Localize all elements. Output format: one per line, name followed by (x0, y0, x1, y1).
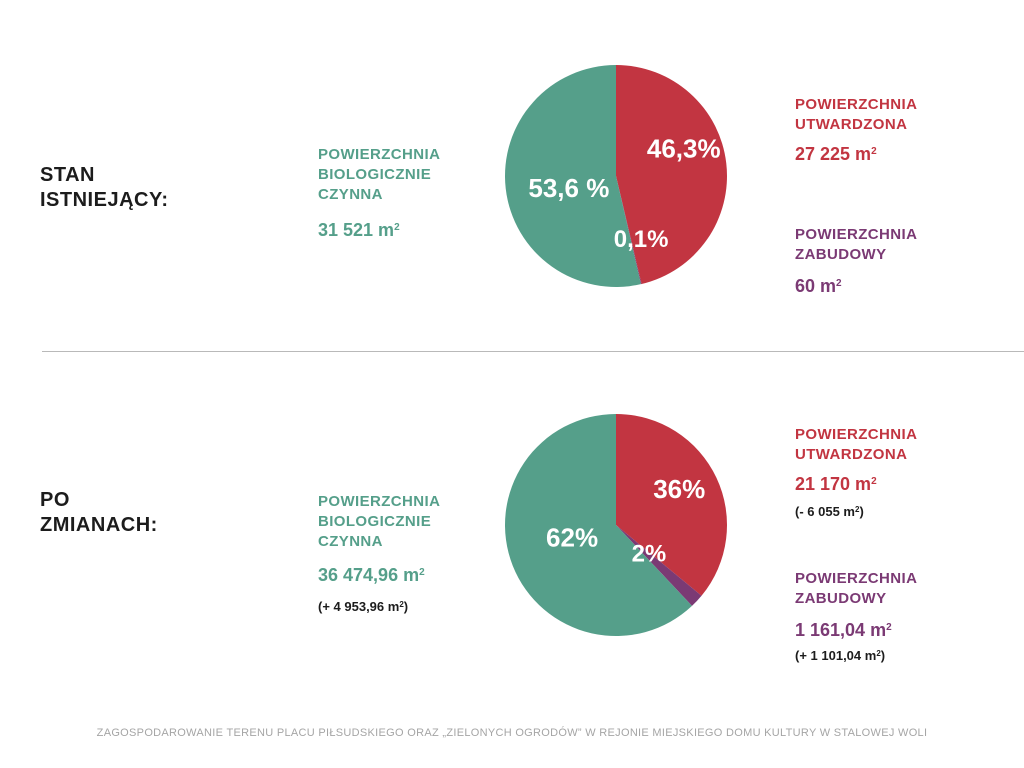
pie-chart-existing: 46,3% 0,1%53,6 % (505, 65, 727, 287)
bio-area-block: POWIERZCHNIA BIOLOGICZNIE CZYNNA 36 474,… (318, 492, 440, 616)
bio-slice (504, 414, 692, 636)
built-slice (616, 176, 642, 285)
bio-slice (505, 65, 641, 287)
footer-caption: ZAGOSPODAROWANIE TERENU PLACU PIŁSUDSKIE… (96, 727, 928, 739)
section-title-existing: STAN ISTNIEJĄCY: (40, 163, 168, 213)
paved-slice (616, 414, 727, 596)
built-area-block: POWIERZCHNIA ZABUDOWY 60 m2 (795, 225, 917, 297)
bio-area-label-line: CZYNNA (318, 186, 383, 203)
pie-slice-label: 36% (653, 474, 705, 504)
paved-area-value: 27 225 m2 (795, 144, 877, 164)
bio-area-value: 36 474,96 m2 (318, 565, 425, 585)
pie-slice-label: 0,1% (614, 226, 669, 253)
bio-area-label-line: CZYNNA (318, 533, 383, 550)
pie-slice-label: 46,3% (647, 134, 721, 164)
paved-area-label-line: UTWARDZONA (795, 116, 908, 133)
section-title-line: PO (40, 489, 70, 511)
paved-area-label-line: UTWARDZONA (795, 446, 908, 463)
section-title-line: ZMIANACH: (40, 514, 158, 536)
pie-chart-after: 36% 2% 62% (504, 414, 727, 636)
section-title-line: ISTNIEJĄCY: (40, 189, 169, 211)
paved-slice (616, 65, 727, 285)
bio-area-label-line: BIOLOGICZNIE (318, 166, 432, 183)
bio-area-value: 31 521 m2 (318, 220, 400, 240)
built-area-value: 60 m2 (795, 276, 842, 296)
built-area-label-line: ZABUDOWY (795, 590, 887, 607)
paved-area-label-line: POWIERZCHNIA (795, 426, 918, 443)
built-slice (616, 525, 702, 606)
pie-slice-label: 53,6 % (528, 173, 609, 203)
built-area-value: 1 161,04 m2 (795, 620, 892, 640)
paved-area-label-line: POWIERZCHNIA (795, 96, 918, 113)
bio-area-label-line: BIOLOGICZNIE (318, 513, 432, 530)
bio-area-block: POWIERZCHNIA BIOLOGICZNIE CZYNNA 31 521 … (318, 145, 440, 241)
pie-slice-label: 2% (632, 540, 667, 567)
section-title-line: STAN (40, 164, 95, 186)
bio-area-label-line: POWIERZCHNIA (318, 493, 441, 510)
built-area-label-line: POWIERZCHNIA (795, 226, 918, 243)
built-area-block: POWIERZCHNIA ZABUDOWY 1 161,04 m2 (+ 1 1… (795, 569, 917, 665)
section-title-after: PO ZMIANACH: (40, 488, 158, 538)
paved-area-value: 21 170 m2 (795, 474, 877, 494)
pie-slice-label: 62% (546, 522, 598, 552)
bio-area-label-line: POWIERZCHNIA (318, 146, 441, 163)
section-divider (42, 351, 1024, 352)
built-area-delta: (+ 1 101,04 m2) (795, 648, 886, 663)
paved-area-block: POWIERZCHNIA UTWARDZONA 27 225 m2 (795, 95, 917, 165)
paved-area-delta: (- 6 055 m2) (795, 504, 864, 519)
paved-area-block: POWIERZCHNIA UTWARDZONA 21 170 m2 (- 6 0… (795, 425, 917, 521)
built-area-label-line: ZABUDOWY (795, 246, 887, 263)
built-area-label-line: POWIERZCHNIA (795, 570, 918, 587)
bio-area-delta: (+ 4 953,96 m2) (318, 599, 409, 614)
